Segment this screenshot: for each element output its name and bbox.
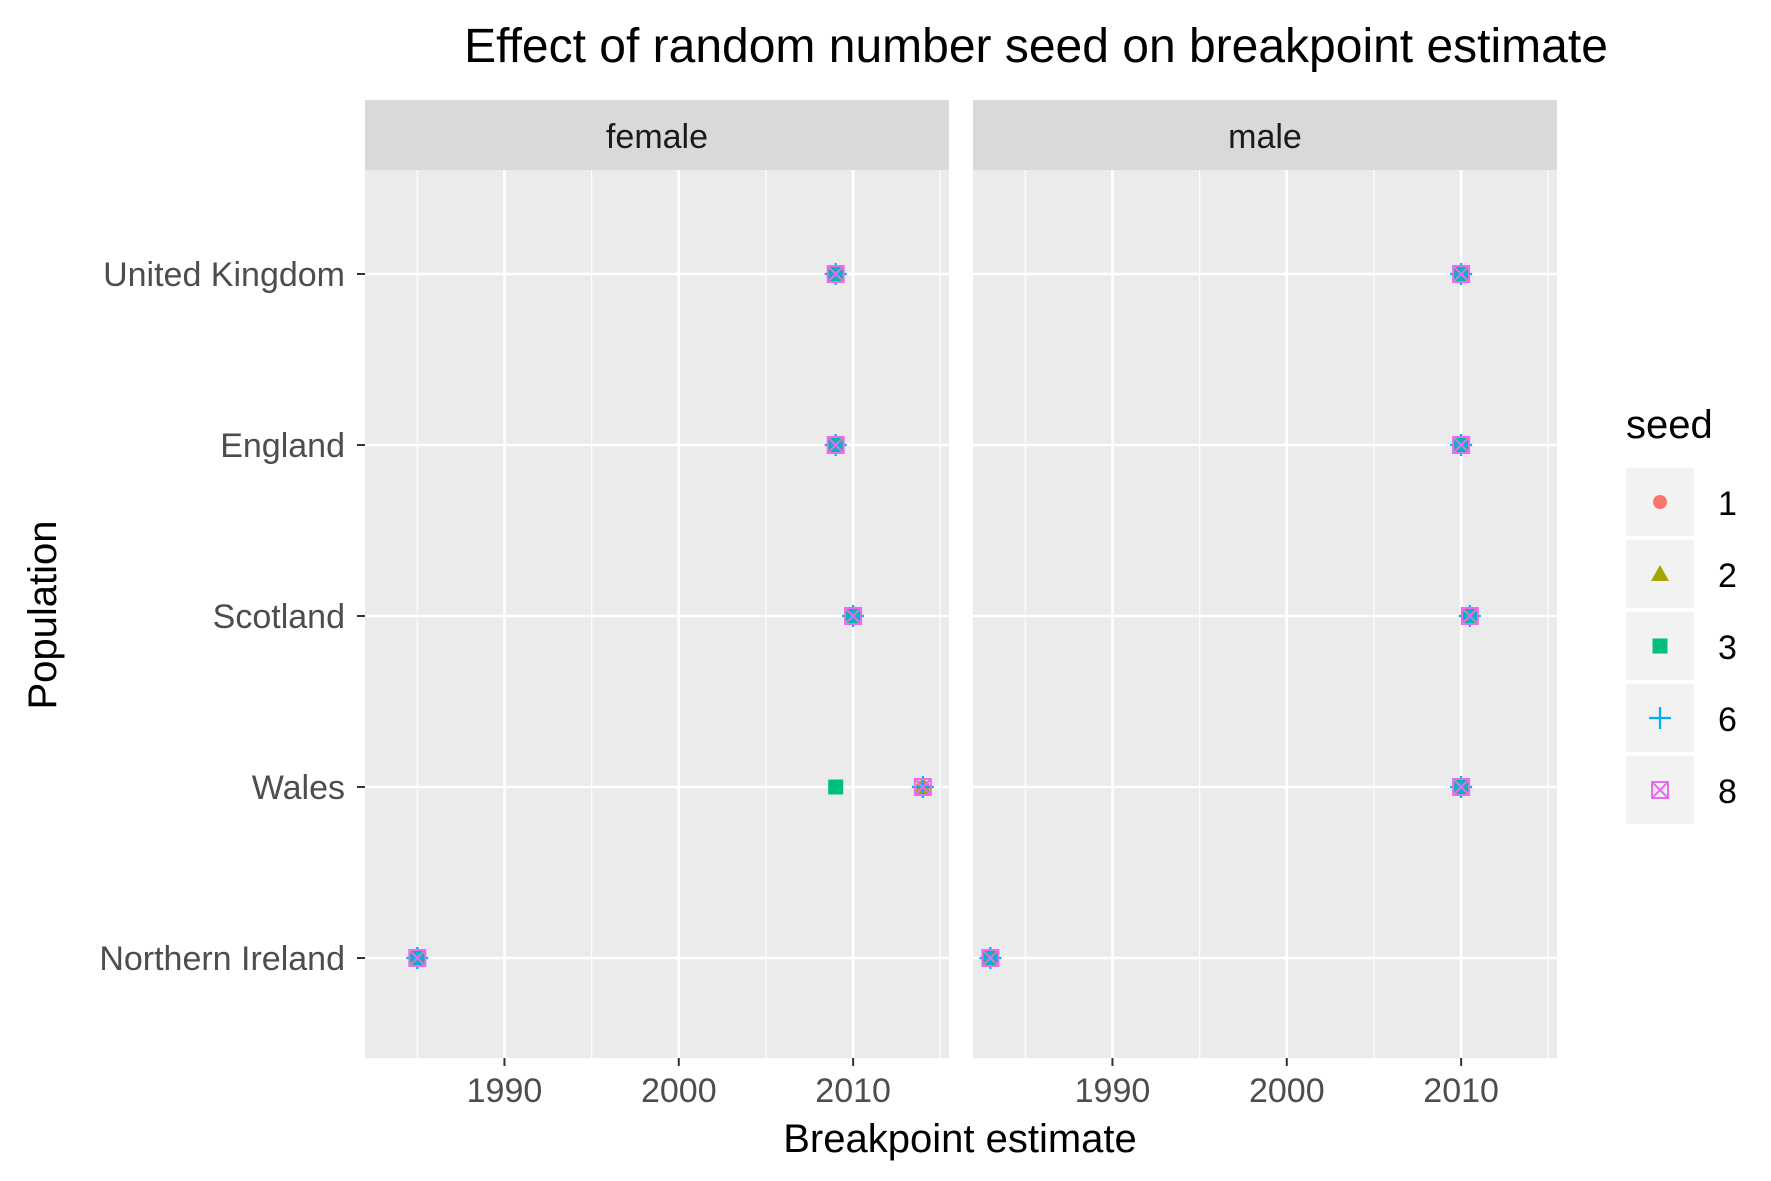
legend-label: 8 xyxy=(1718,773,1737,811)
y-tick-label: Scotland xyxy=(213,598,345,636)
panel-strip xyxy=(365,100,949,170)
legend-key-1 xyxy=(1653,495,1667,509)
legend-label: 1 xyxy=(1718,485,1737,523)
point-seed-8 xyxy=(1452,436,1471,454)
panel-background xyxy=(973,170,1557,1058)
x-axis-title: Breakpoint estimate xyxy=(783,1117,1137,1161)
y-tick-label: United Kingdom xyxy=(103,256,345,294)
x-tick-label: 2000 xyxy=(641,1072,717,1110)
x-tick-label: 1990 xyxy=(467,1072,543,1110)
panels: female 1990 2000 2010 male 1990 2000 2010 xyxy=(365,100,1557,1110)
legend-label: 6 xyxy=(1718,701,1737,739)
legend-label: 2 xyxy=(1718,557,1737,595)
point-seed-8 xyxy=(981,949,1000,967)
legend-key-2 xyxy=(1651,565,1669,581)
y-axis-title: Population xyxy=(21,520,65,709)
x-tick-label: 2010 xyxy=(815,1072,891,1110)
y-tick-label: England xyxy=(220,427,345,465)
x-tick-label: 2010 xyxy=(1423,1072,1499,1110)
x-tick-label: 2000 xyxy=(1249,1072,1325,1110)
legend: seed 1 2 3 6 8 xyxy=(1626,403,1737,824)
chart-title: Effect of random number seed on breakpoi… xyxy=(464,20,1608,73)
panel-female: female 1990 2000 2010 xyxy=(365,100,949,1110)
x-tick-label: 1990 xyxy=(1075,1072,1151,1110)
point-seed-8 xyxy=(408,949,427,967)
y-axis: United Kingdom England Scotland Wales Northe… xyxy=(99,256,365,978)
point-seed-8 xyxy=(1460,607,1479,625)
point-seed-8 xyxy=(1452,265,1471,283)
point-seed-8 xyxy=(913,778,932,796)
y-tick-label: Northern Ireland xyxy=(99,940,345,978)
point-seed-8 xyxy=(826,265,845,283)
point-seed-8 xyxy=(826,436,845,454)
point-seed-8 xyxy=(1452,778,1471,796)
legend-title: seed xyxy=(1626,403,1713,447)
point-seed-8 xyxy=(844,607,863,625)
point-seed-3 xyxy=(828,779,844,795)
panel-strip xyxy=(973,100,1557,170)
legend-key-3 xyxy=(1652,638,1668,654)
panel-strip-label: female xyxy=(606,118,708,156)
legend-label: 3 xyxy=(1718,629,1737,667)
legend-key-8 xyxy=(1651,781,1669,799)
y-tick-label: Wales xyxy=(252,769,345,807)
legend-key-6 xyxy=(1649,707,1671,729)
panel-male: male 1990 2000 2010 xyxy=(973,100,1557,1110)
panel-strip-label: male xyxy=(1228,118,1302,156)
